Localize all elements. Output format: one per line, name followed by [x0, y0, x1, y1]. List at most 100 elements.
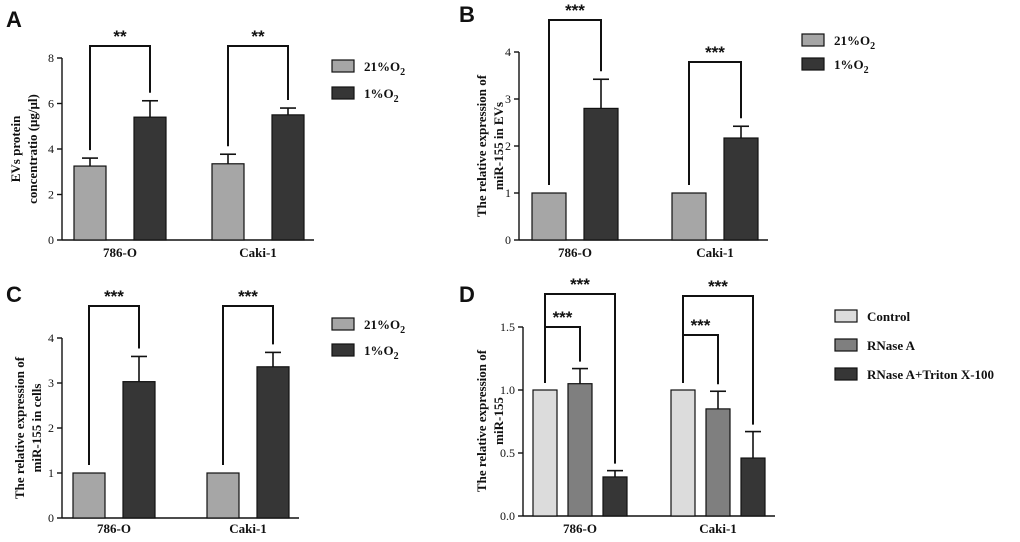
legend-label-text: Control [867, 309, 910, 324]
significance-bracket [682, 295, 754, 425]
y-axis-label-line: miR-155 in EVs [491, 102, 506, 190]
y-tick-label: 3 [505, 92, 511, 106]
bar [532, 389, 558, 517]
legend-label-subscript: 2 [394, 94, 399, 105]
bar [602, 476, 628, 517]
legend-swatch [834, 309, 858, 323]
significance-stars: *** [570, 275, 590, 294]
legend-label-text: 1%O [364, 343, 394, 358]
significance-bracket [89, 45, 151, 151]
legend-label: RNase A [867, 338, 916, 353]
y-axis-label-line: The relative expression of [12, 356, 27, 499]
legend-label-subscript: 2 [870, 41, 875, 52]
bar [567, 383, 593, 517]
y-tick-label: 1.0 [500, 383, 515, 397]
y-tick-label: 1 [48, 466, 54, 480]
bar [73, 165, 107, 241]
y-tick-label: 4 [48, 142, 54, 156]
legend-label: 21%O2 [364, 317, 405, 336]
y-tick-label: 2 [48, 188, 54, 202]
legend-label: 1%O2 [364, 86, 399, 105]
significance-bracket [88, 305, 140, 465]
legend-swatch [801, 57, 825, 71]
significance-bracket [544, 293, 616, 464]
bar [256, 366, 290, 519]
legend-label: 1%O2 [364, 343, 399, 362]
y-axis-label-line: miR-155 [491, 397, 506, 445]
category-label: 786-O [558, 245, 592, 260]
category-label: Caki-1 [229, 521, 267, 536]
legend-swatch [331, 343, 355, 357]
y-tick-label: 1.5 [500, 320, 515, 334]
legend-label-text: 21%O [834, 33, 870, 48]
legend-label-text: 1%O [834, 57, 864, 72]
significance-stars: *** [238, 287, 258, 306]
panel-letter: B [459, 2, 475, 27]
y-axis-label-line: EVs protein [8, 115, 23, 182]
y-tick-label: 0 [505, 233, 511, 247]
legend-label-subscript: 2 [394, 351, 399, 362]
significance-stars: *** [565, 1, 585, 20]
significance-stars: *** [104, 287, 124, 306]
legend-swatch [834, 338, 858, 352]
bar [133, 116, 167, 241]
legend-label-text: RNase A [867, 338, 916, 353]
significance-bracket [548, 19, 602, 185]
y-tick-label: 0.0 [500, 509, 515, 523]
legend-swatch [801, 33, 825, 47]
legend-label-text: 21%O [364, 317, 400, 332]
category-label: Caki-1 [696, 245, 734, 260]
y-tick-label: 3 [48, 376, 54, 390]
y-tick-label: 0 [48, 511, 54, 525]
legend-label-text: 1%O [364, 86, 394, 101]
y-axis-label-line: miR-155 in cells [29, 384, 44, 473]
category-label: 786-O [563, 521, 597, 536]
bar [705, 408, 731, 517]
legend-label: 1%O2 [834, 57, 869, 76]
significance-bracket [227, 45, 289, 147]
y-tick-label: 0 [48, 233, 54, 247]
category-label: 786-O [97, 521, 131, 536]
bar [723, 137, 759, 241]
y-axis-label: The relative expression of miR-155 [474, 349, 506, 492]
bar [740, 457, 766, 517]
bar [671, 192, 707, 241]
y-tick-label: 6 [48, 97, 54, 111]
significance-stars: *** [691, 316, 711, 335]
y-axis-label-line: The relative expression of [474, 74, 489, 217]
chart-panel-c: C 0 1 2 3 4 The relative expression of miR-155 … [6, 282, 405, 536]
bar [206, 472, 240, 519]
significance-bracket [222, 305, 274, 465]
bar [72, 472, 106, 519]
bar [122, 381, 156, 519]
significance-bracket [544, 326, 581, 383]
legend-label: Control [867, 309, 910, 324]
chart-panel-d: D 0.0 0.5 1.0 1.5 The relative expression of m… [459, 275, 994, 536]
y-tick-label: 1 [505, 186, 511, 200]
legend-swatch [834, 367, 858, 381]
significance-stars: *** [705, 43, 725, 62]
legend-swatch [331, 59, 355, 73]
y-axis-label: The relative expression of miR-155 in cel… [12, 356, 44, 499]
panel-letter: A [6, 7, 22, 32]
significance-stars: ** [113, 27, 127, 46]
significance-bracket [682, 334, 719, 385]
panel-letter: D [459, 282, 475, 307]
bar [583, 107, 619, 241]
significance-stars: *** [553, 308, 573, 327]
y-tick-label: 0.5 [500, 446, 515, 460]
legend-label: 21%O2 [834, 33, 875, 52]
legend-label: 21%O2 [364, 59, 405, 78]
y-tick-label: 2 [48, 421, 54, 435]
legend-label: RNase A+Triton X-100 [867, 367, 994, 382]
bar [211, 163, 245, 241]
chart-panel-a: A 0 2 4 6 8 EVs protein concentratio (μg/μl) 786… [6, 7, 405, 260]
y-axis-label: The relative expression of miR-155 in EVs [474, 74, 506, 217]
significance-stars: *** [708, 277, 728, 296]
y-tick-label: 4 [48, 331, 54, 345]
y-axis-label-line: The relative expression of [474, 349, 489, 492]
y-tick-label: 4 [505, 45, 511, 59]
significance-stars: ** [251, 27, 265, 46]
legend-label-subscript: 2 [864, 65, 869, 76]
